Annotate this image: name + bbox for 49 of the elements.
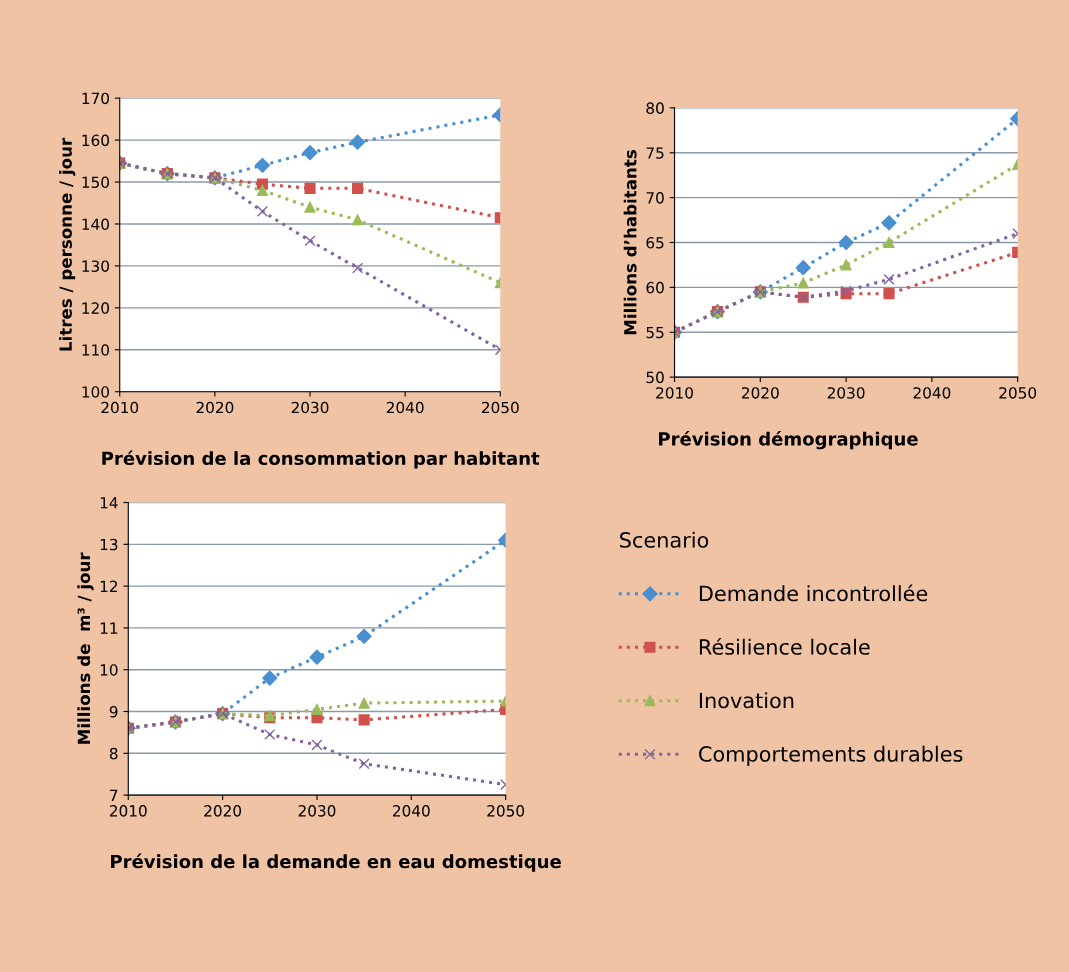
x-tick-label: 2030 (291, 401, 329, 414)
text: Prévision démographique (659, 430, 918, 450)
y-tick-label: 50 (646, 371, 664, 384)
x-tick-label: 2030 (827, 387, 865, 399)
y-tick-label: 170 (82, 92, 109, 105)
y-tick-label: 120 (82, 302, 109, 314)
x-tick-label: 2010 (101, 401, 139, 414)
x-tick-label: 2050 (487, 805, 525, 817)
y-tick-label: 14 (100, 497, 118, 509)
y-tick-label: 11 (100, 622, 118, 634)
legend-label: Résilience locale (699, 637, 870, 655)
legend-label: Inovation (699, 692, 794, 709)
y-tick-label: 140 (82, 218, 109, 230)
y-tick-label: 8 (109, 747, 118, 760)
x-tick-label: 2020 (742, 387, 779, 399)
y-tick-label: 13 (100, 538, 118, 551)
y-tick-label: 150 (82, 176, 109, 189)
y-axis-title: Millions de m³ / jour (77, 552, 94, 744)
x-tick-label: 2050 (481, 401, 519, 414)
text: Prévision de la consommation par habitant (102, 450, 540, 469)
y-tick-label: 10 (100, 664, 118, 676)
y-tick-label: 100 (82, 386, 109, 398)
y-tick-label: 7 (110, 789, 118, 801)
y-tick-label: 110 (82, 344, 109, 356)
x-tick-label: 2050 (999, 387, 1037, 399)
x-tick-label: 2020 (196, 401, 234, 414)
x-tick-label: 2010 (109, 805, 147, 817)
legend-label: Comportements durables (699, 745, 963, 766)
y-tick-label: 55 (646, 326, 664, 339)
y-tick-label: 80 (646, 102, 664, 114)
y-tick-label: 9 (109, 705, 118, 718)
legend-label: Demande incontrollée (699, 584, 928, 602)
y-tick-label: 12 (100, 580, 118, 592)
legend-title: Scenario (620, 531, 709, 548)
text: Prévision de la demande en eau domestique (111, 853, 561, 872)
x-tick-label: 2040 (386, 401, 424, 414)
y-axis-title: Millions d’habitants (623, 150, 637, 335)
x-tick-label: 2040 (913, 387, 951, 399)
x-tick-label: 2030 (298, 805, 336, 817)
y-tick-label: 130 (82, 260, 109, 272)
y-axis-title: Litres / personne / jour (59, 137, 76, 351)
x-tick-label: 2040 (392, 805, 430, 817)
x-tick-label: 2010 (656, 387, 693, 399)
y-tick-label: 60 (646, 281, 664, 294)
x-tick-label: 2020 (204, 805, 242, 817)
y-tick-label: 160 (82, 134, 109, 147)
y-tick-label: 75 (646, 147, 664, 159)
y-tick-label: 70 (646, 192, 664, 204)
y-tick-label: 65 (646, 236, 664, 249)
